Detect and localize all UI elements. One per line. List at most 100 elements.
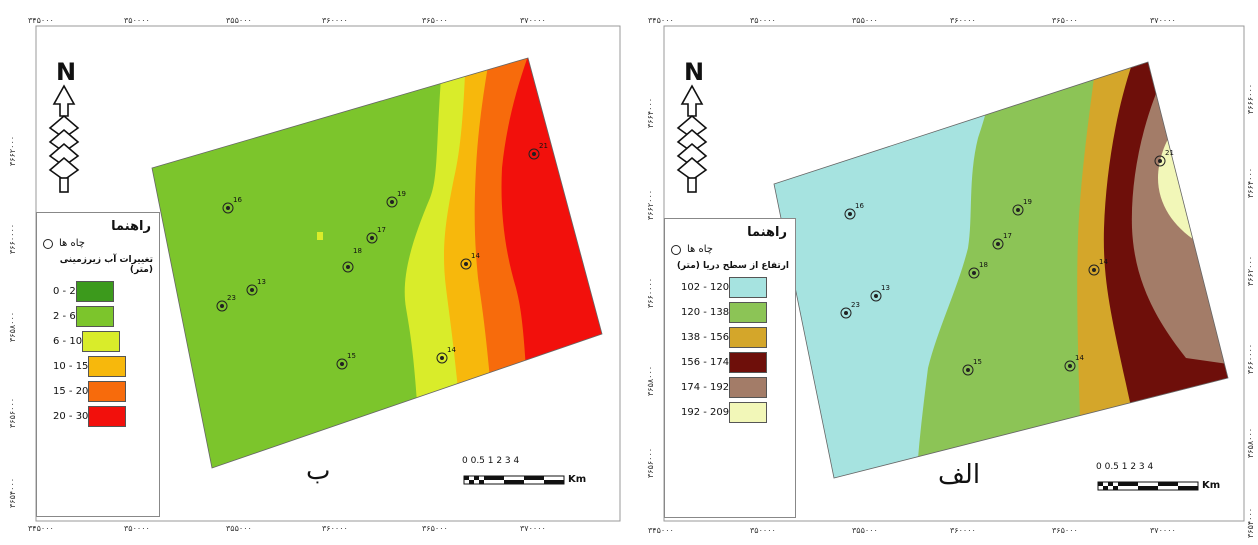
legend-right: راهنما چاه ها ارتفاع از سطح دریا (متر) 1… — [664, 218, 796, 518]
well-legend-label: چاه ها — [59, 238, 85, 249]
legend-title: راهنما — [747, 225, 787, 240]
svg-text:14: 14 — [1075, 354, 1084, 362]
side-tick-right: ۳۶۶۰۰۰۰ — [1246, 343, 1255, 374]
legend-subtitle: ارتفاع از سطح دریا (متر) — [676, 261, 789, 271]
well-marker: 18 — [342, 247, 362, 273]
well-marker: 17 — [366, 226, 386, 244]
legend-range: 2 - 6 — [53, 311, 76, 322]
bottom-tick: ۳۶۰۰۰۰ — [950, 526, 976, 535]
panel-label: ب — [306, 456, 331, 486]
svg-text:23: 23 — [227, 294, 236, 302]
side-tick: ۳۶۵۸۰۰۰ — [646, 365, 655, 396]
svg-text:17: 17 — [377, 226, 386, 234]
legend-swatch — [82, 331, 121, 352]
legend-swatch — [729, 302, 768, 323]
scale-unit: Km — [1202, 480, 1221, 491]
side-tick: ۳۶۶۴۰۰۰ — [646, 97, 655, 128]
svg-text:17: 17 — [1003, 232, 1012, 240]
well-marker: 14 — [1088, 258, 1108, 276]
well-marker: 13 — [870, 284, 890, 302]
side-tick: ۳۶۶۲۰۰۰ — [8, 135, 17, 166]
legend-range: 20 - 30 — [53, 411, 89, 422]
svg-text:13: 13 — [881, 284, 890, 292]
legend-range: 156 - 174 — [681, 357, 730, 368]
svg-text:21: 21 — [1165, 149, 1174, 157]
svg-text:16: 16 — [233, 196, 242, 204]
map-left-canvas: 21 16 19 17 18 14 13 23 15 14 — [35, 25, 621, 522]
top-tick: ۳۴۵۰۰۰ — [28, 16, 54, 25]
svg-text:19: 19 — [397, 190, 406, 198]
scale-unit: Km — [568, 474, 587, 485]
bottom-tick: ۳۵۵۰۰۰ — [852, 526, 878, 535]
top-tick: ۳۴۵۰۰۰ — [648, 16, 674, 25]
legend-swatch — [729, 277, 768, 298]
legend-wells-row: چاه ها — [37, 236, 159, 251]
top-tick: ۳۷۰۰۰۰ — [520, 16, 546, 25]
side-tick: ۳۶۵۶۰۰۰ — [8, 397, 17, 428]
right-wells: 21 16 19 17 18 14 13 23 15 14 — [840, 149, 1174, 376]
svg-text:21: 21 — [539, 142, 548, 150]
side-tick-right: ۳۶۵۴۰۰۰ — [1246, 507, 1255, 538]
side-tick-right: ۳۶۶۴۰۰۰ — [1246, 167, 1255, 198]
top-tick: ۳۵۵۰۰۰ — [852, 16, 878, 25]
legend-swatch — [729, 352, 768, 373]
bottom-tick: ۳۵۰۰۰۰ — [750, 526, 776, 535]
well-marker: 23 — [840, 301, 860, 319]
well-marker: 21 — [528, 142, 548, 160]
top-tick: ۳۶۵۰۰۰ — [422, 16, 448, 25]
legend-range: 6 - 10 — [53, 336, 83, 347]
legend-swatch — [75, 306, 114, 327]
legend-class: 192 - 209 — [665, 400, 795, 425]
well-legend-label: چاه ها — [687, 244, 713, 255]
legend-class: 10 - 15 — [37, 354, 159, 379]
bottom-tick: ۳۵۵۰۰۰ — [226, 524, 252, 533]
well-marker: 14 — [436, 346, 456, 364]
well-symbol-icon — [671, 244, 681, 255]
north-arrow-icon — [48, 84, 80, 193]
top-tick: ۳۵۰۰۰۰ — [124, 16, 150, 25]
legend-wells-row: چاه ها — [665, 242, 795, 257]
legend-class: 138 - 156 — [665, 325, 795, 350]
side-tick: ۳۶۵۶۰۰۰ — [646, 447, 655, 478]
bottom-tick: ۳۴۵۰۰۰ — [648, 526, 674, 535]
well-marker: 17 — [992, 232, 1012, 250]
scale-bar — [463, 475, 565, 485]
legend-class: 0 - 2 — [37, 279, 159, 304]
small-zone-patch — [317, 232, 323, 240]
legend-class: 20 - 30 — [37, 404, 159, 429]
legend-range: 102 - 120 — [681, 282, 730, 293]
scale-bar — [1097, 481, 1199, 491]
bottom-tick: ۳۶۵۰۰۰ — [422, 524, 448, 533]
legend-swatch — [88, 381, 127, 402]
svg-text:13: 13 — [257, 278, 266, 286]
svg-text:18: 18 — [353, 247, 362, 255]
legend-swatch — [88, 406, 127, 427]
legend-range: 10 - 15 — [53, 361, 89, 372]
side-tick: ۳۶۵۴۰۰۰ — [8, 477, 17, 508]
well-marker: 15 — [336, 352, 356, 370]
legend-swatch — [75, 281, 114, 302]
panel-label: الف — [938, 460, 981, 490]
right-map-zones — [774, 62, 1228, 478]
top-tick: ۳۷۰۰۰۰ — [1150, 16, 1176, 25]
well-marker: 14 — [1064, 354, 1084, 372]
legend-class: 2 - 6 — [37, 304, 159, 329]
legend-range: 15 - 20 — [53, 386, 89, 397]
side-tick: ۳۶۶۲۰۰۰ — [646, 189, 655, 220]
well-marker: 13 — [246, 278, 266, 296]
side-tick-right: ۳۶۶۲۰۰۰ — [1246, 255, 1255, 286]
legend-range: 120 - 138 — [681, 307, 730, 318]
legend-class: 6 - 10 — [37, 329, 159, 354]
top-tick: ۳۵۵۰۰۰ — [226, 16, 252, 25]
legend-subtitle: تغییرات آب زیرزمینی (متر) — [59, 255, 153, 275]
svg-text:23: 23 — [851, 301, 860, 309]
top-tick: ۳۶۰۰۰۰ — [950, 16, 976, 25]
well-marker: 16 — [222, 196, 242, 214]
legend-swatch — [729, 377, 768, 398]
svg-text:14: 14 — [1099, 258, 1108, 266]
side-tick-right: ۳۶۵۸۰۰۰ — [1246, 427, 1255, 458]
top-tick: ۳۶۵۰۰۰ — [1052, 16, 1078, 25]
svg-text:16: 16 — [855, 202, 864, 210]
legend-swatch — [729, 402, 768, 423]
well-marker: 14 — [460, 252, 480, 270]
